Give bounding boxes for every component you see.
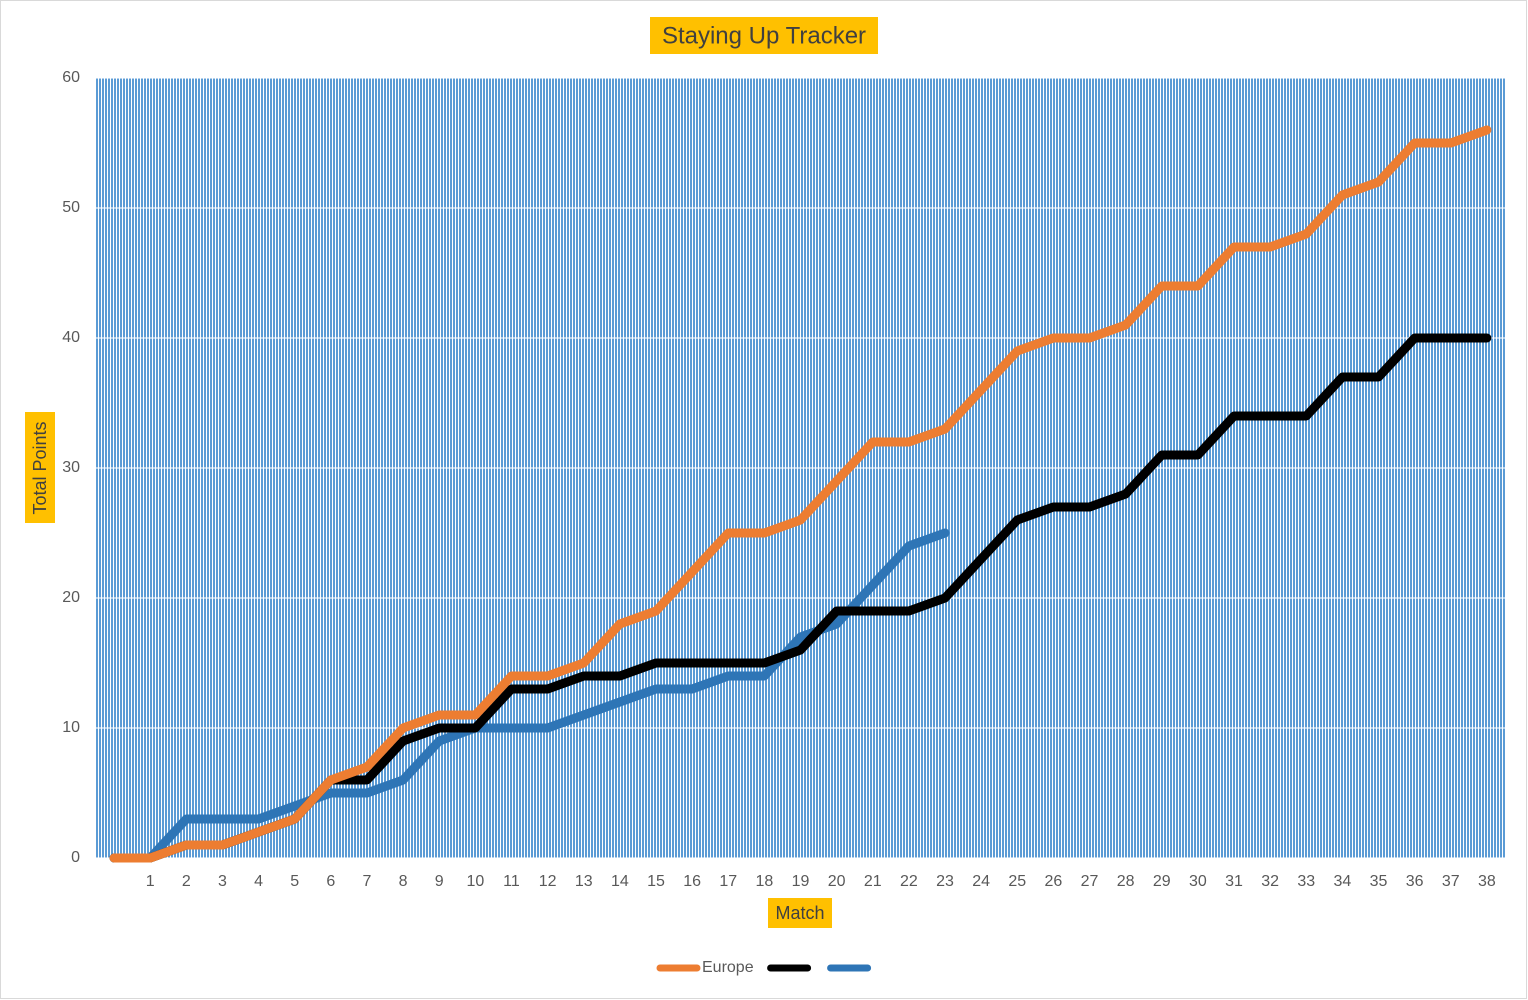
y-tick-label: 40 <box>62 329 80 346</box>
x-tick-label: 23 <box>936 873 954 890</box>
y-tick-label: 60 <box>62 69 80 86</box>
x-tick-label: 25 <box>1008 873 1026 890</box>
x-tick-label: 11 <box>503 873 520 890</box>
x-tick-label: 3 <box>218 873 227 890</box>
x-tick-label: 20 <box>828 873 846 890</box>
x-tick-label: 33 <box>1297 873 1315 890</box>
x-axis-label: Match <box>775 903 824 923</box>
y-axis-label: Total Points <box>30 421 50 514</box>
x-tick-label: 21 <box>864 873 882 890</box>
x-tick-label: 17 <box>719 873 737 890</box>
x-label-bg <box>768 898 832 928</box>
x-tick-label: 14 <box>611 873 629 890</box>
x-tick-label: 12 <box>539 873 557 890</box>
y-tick-label: 30 <box>62 459 80 476</box>
x-tick-label: 28 <box>1117 873 1135 890</box>
x-tick-label: 26 <box>1044 873 1062 890</box>
x-tick-label: 32 <box>1261 873 1279 890</box>
x-tick-label: 7 <box>363 873 372 890</box>
x-tick-label: 30 <box>1189 873 1207 890</box>
x-tick-label: 19 <box>792 873 810 890</box>
x-tick-label: 38 <box>1478 873 1496 890</box>
x-tick-label: 6 <box>326 873 335 890</box>
x-tick-label: 8 <box>399 873 408 890</box>
x-tick-label: 16 <box>683 873 701 890</box>
x-tick-label: 35 <box>1370 873 1388 890</box>
x-tick-label: 24 <box>972 873 990 890</box>
x-tick-label: 37 <box>1442 873 1460 890</box>
chart-title: Staying Up Tracker <box>662 22 866 49</box>
series-line <box>109 125 1492 863</box>
x-tick-label: 15 <box>647 873 665 890</box>
y-tick-label: 20 <box>62 589 80 606</box>
x-tick-label: 34 <box>1334 873 1352 890</box>
legend-label: Europe <box>702 959 754 976</box>
x-tick-label: 36 <box>1406 873 1424 890</box>
y-tick-label: 50 <box>62 199 80 216</box>
y-tick-label: 0 <box>71 849 80 866</box>
series-line <box>109 528 950 863</box>
x-tick-label: 29 <box>1153 873 1171 890</box>
y-tick-label: 10 <box>62 719 80 736</box>
title-bg <box>650 17 878 54</box>
x-tick-label: 13 <box>575 873 593 890</box>
x-tick-label: 27 <box>1081 873 1099 890</box>
x-tick-label: 9 <box>435 873 444 890</box>
x-tick-label: 10 <box>466 873 484 890</box>
y-label-bg <box>25 412 55 523</box>
x-tick-label: 31 <box>1225 873 1243 890</box>
x-tick-label: 1 <box>146 873 155 890</box>
x-tick-label: 5 <box>290 873 299 890</box>
x-tick-label: 18 <box>755 873 773 890</box>
x-tick-label: 4 <box>254 873 263 890</box>
x-tick-label: 22 <box>900 873 918 890</box>
x-tick-label: 2 <box>182 873 191 890</box>
